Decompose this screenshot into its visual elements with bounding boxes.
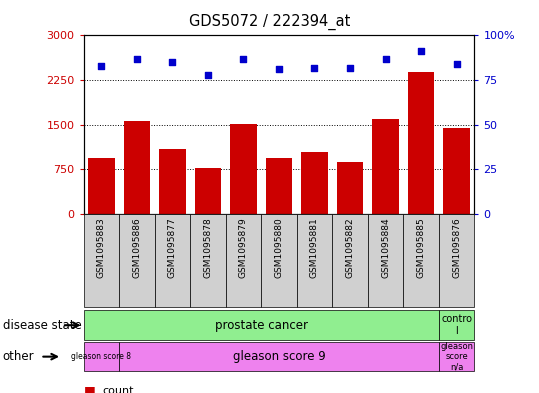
Text: GSM1095883: GSM1095883 xyxy=(97,217,106,278)
Text: GDS5072 / 222394_at: GDS5072 / 222394_at xyxy=(189,14,350,30)
Bar xyxy=(266,158,292,214)
Bar xyxy=(88,158,115,214)
Point xyxy=(133,55,141,62)
Point xyxy=(417,48,425,55)
Text: contro
l: contro l xyxy=(441,314,472,336)
Text: gleason score 8: gleason score 8 xyxy=(71,352,132,361)
Bar xyxy=(159,149,185,214)
Text: ■: ■ xyxy=(84,384,95,393)
Bar xyxy=(84,342,119,371)
Point xyxy=(275,66,284,72)
Bar xyxy=(372,119,399,214)
Bar xyxy=(190,214,226,307)
Point xyxy=(381,55,390,62)
Bar xyxy=(119,214,155,307)
Point xyxy=(239,55,248,62)
Bar xyxy=(261,214,296,307)
Text: GSM1095878: GSM1095878 xyxy=(203,217,212,278)
Bar xyxy=(226,214,261,307)
Bar xyxy=(155,214,190,307)
Point xyxy=(204,72,212,78)
Text: GSM1095876: GSM1095876 xyxy=(452,217,461,278)
Text: GSM1095886: GSM1095886 xyxy=(133,217,141,278)
Text: other: other xyxy=(3,350,34,363)
Bar xyxy=(337,162,363,214)
Bar xyxy=(439,214,474,307)
Bar xyxy=(230,124,257,214)
Bar xyxy=(439,310,474,340)
Bar xyxy=(296,214,332,307)
Point xyxy=(310,64,319,71)
Bar xyxy=(195,168,221,214)
Bar xyxy=(368,214,403,307)
Text: GSM1095881: GSM1095881 xyxy=(310,217,319,278)
Text: GSM1095879: GSM1095879 xyxy=(239,217,248,278)
Bar xyxy=(301,152,328,214)
Text: GSM1095877: GSM1095877 xyxy=(168,217,177,278)
Bar xyxy=(84,214,119,307)
Bar xyxy=(332,214,368,307)
Text: gleason
score
n/a: gleason score n/a xyxy=(440,342,473,371)
Text: GSM1095885: GSM1095885 xyxy=(417,217,425,278)
Point xyxy=(345,64,354,71)
Text: disease state: disease state xyxy=(3,319,81,332)
Text: GSM1095884: GSM1095884 xyxy=(381,217,390,277)
Bar xyxy=(119,342,439,371)
Bar xyxy=(407,72,434,214)
Text: GSM1095882: GSM1095882 xyxy=(345,217,355,277)
Point xyxy=(97,62,106,69)
Text: GSM1095880: GSM1095880 xyxy=(274,217,284,278)
Bar xyxy=(439,342,474,371)
Bar xyxy=(443,128,470,214)
Text: prostate cancer: prostate cancer xyxy=(215,319,308,332)
Text: count: count xyxy=(102,386,134,393)
Point xyxy=(452,61,461,67)
Text: gleason score 9: gleason score 9 xyxy=(232,350,326,363)
Bar xyxy=(123,121,150,214)
Point xyxy=(168,59,177,65)
Bar xyxy=(403,214,439,307)
